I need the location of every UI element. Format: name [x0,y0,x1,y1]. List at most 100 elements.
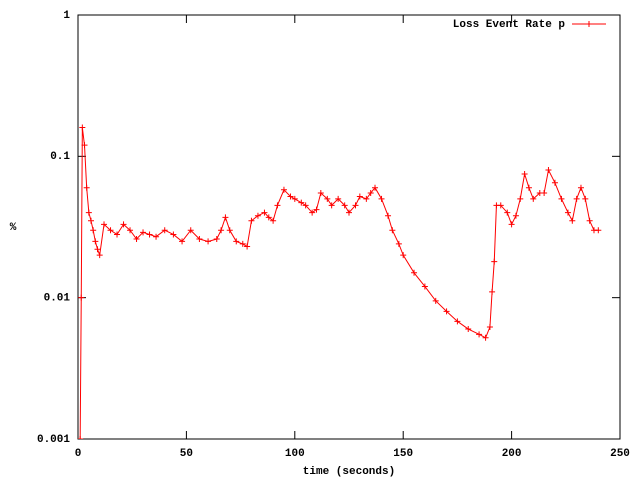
point-marker [517,195,524,202]
point-marker [400,252,407,259]
y-tick-label: 0.01 [44,293,71,305]
point-marker [298,199,305,206]
point-marker [127,227,134,234]
point-marker [356,193,363,200]
point-marker [244,243,251,250]
x-tick-label: 200 [502,448,522,460]
point-marker [161,227,168,234]
point-marker [582,195,589,202]
point-marker [239,240,246,247]
x-tick-label: 0 [75,448,82,460]
point-marker [83,184,90,191]
point-marker [504,209,511,216]
point-marker [313,206,320,213]
point-marker [222,214,229,221]
point-marker [595,227,602,234]
y-tick-label: 0.001 [37,434,70,446]
legend-marker [586,21,592,27]
point-marker [443,308,450,315]
point-marker [140,229,147,236]
point-marker [454,318,461,325]
point-marker [489,288,496,295]
point-marker [491,258,498,265]
point-marker [265,214,272,221]
point-marker [94,246,101,253]
point-marker [497,202,504,209]
plot-frame [77,14,621,440]
point-marker [378,195,385,202]
y-tick-label: 1 [63,10,70,22]
point-marker [88,217,95,224]
point-marker [577,184,584,191]
point-marker [564,209,571,216]
point-marker [187,227,194,234]
point-marker [395,240,402,247]
point-marker [196,236,203,243]
point-marker [512,212,519,219]
point-marker [573,195,580,202]
point-marker [335,195,342,202]
point-marker [545,167,552,174]
point-marker [367,190,374,197]
point-marker [153,233,160,240]
point-marker [120,221,127,228]
point-marker [90,227,97,234]
x-tick-label: 250 [610,448,630,460]
point-marker [287,193,294,200]
point-marker [521,170,528,177]
x-tick-label: 50 [180,448,193,460]
point-marker [486,324,493,331]
point-marker [541,190,548,197]
point-marker [85,209,92,216]
point-marker [324,195,331,202]
point-marker [530,195,537,202]
point-marker [81,142,88,149]
point-marker [261,209,268,216]
point-marker [328,202,335,209]
point-marker [78,436,84,439]
point-marker [92,238,99,245]
point-marker [569,217,576,224]
point-marker [551,179,558,186]
point-marker [205,238,212,245]
series-line [79,127,599,439]
point-marker [411,269,418,276]
point-marker [78,294,85,301]
point-marker [274,202,281,209]
point-marker [302,202,309,209]
point-marker [133,236,140,243]
point-marker [254,212,261,219]
point-marker [385,212,392,219]
point-marker [317,190,324,197]
point-marker [508,221,515,228]
point-marker [389,227,396,234]
point-marker [96,252,103,259]
point-marker [280,186,287,193]
point-marker [346,209,352,216]
x-tick-label: 150 [393,448,413,460]
x-tick-label: 100 [285,448,305,460]
point-marker [248,217,255,224]
point-marker [476,331,483,338]
point-marker [107,227,114,234]
point-marker [226,227,233,234]
point-marker [352,202,359,209]
point-marker [482,334,489,341]
point-marker [558,195,565,202]
point-marker [270,217,277,224]
point-marker [213,236,220,243]
point-marker [101,221,108,228]
point-marker [170,231,177,238]
point-marker [146,231,153,238]
point-marker [465,326,472,333]
point-marker [233,238,240,245]
point-marker [218,227,225,234]
point-marker [372,184,379,191]
point-marker [432,297,439,304]
point-marker [341,202,348,209]
point-marker [421,283,428,290]
point-marker [179,238,186,245]
legend-label: Loss Event Rate p [453,19,566,31]
point-marker [363,195,370,202]
